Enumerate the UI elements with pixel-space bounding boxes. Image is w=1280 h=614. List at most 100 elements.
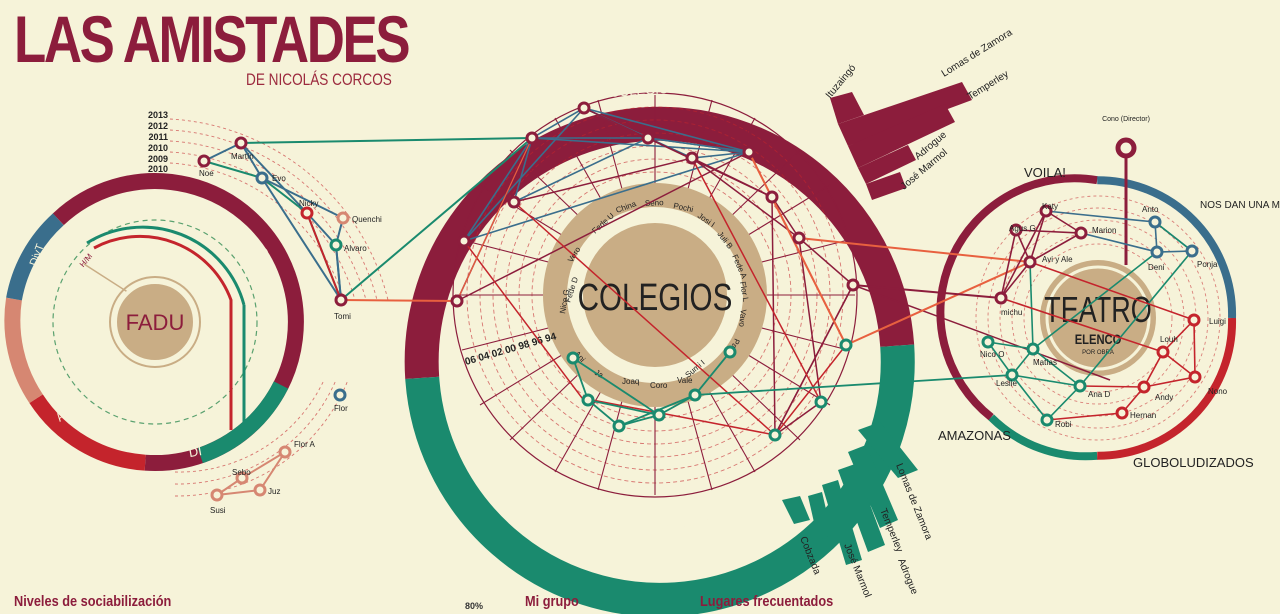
fadu-segment-diys: DiyS [27,304,45,330]
person-node [685,151,699,165]
svg-text:Noe: Noe [199,169,214,178]
person-node [333,388,347,402]
svg-text:Ponja: Ponja [1197,260,1218,269]
svg-text:2012: 2012 [148,121,168,131]
person-node [210,488,224,502]
svg-text:Quenchi: Quenchi [352,215,382,224]
teatro-elenco-label: ELENCO [1075,332,1122,347]
person-node [1185,244,1199,258]
person-node [981,335,995,349]
person-node [1023,255,1037,269]
person-node [1073,379,1087,393]
person-node [235,471,249,485]
svg-text:Flor L: Flor L [738,281,751,303]
svg-text:Ana D: Ana D [1088,390,1110,399]
person-node [234,136,248,150]
group-globoludizados: GLOBOLUDIZADOS [1133,455,1254,470]
svg-text:2010: 2010 [148,164,168,174]
person-node [1137,380,1151,394]
footer-lugares: Lugares frecuentados [700,593,834,610]
svg-text:Sebo: Sebo [232,468,251,477]
person-node [1150,245,1164,259]
person-node [457,234,471,248]
group-voila: VOILA! [1024,165,1066,180]
svg-text:Hernan: Hernan [1130,411,1156,420]
person-node [1040,413,1054,427]
person-node [792,231,806,245]
svg-text:Adrogue: Adrogue [895,557,920,597]
person-node [577,101,591,115]
network-nodes [197,101,1202,502]
svg-text:Flor: Flor [334,404,348,413]
svg-text:Flor A: Flor A [294,440,316,449]
person-node [641,131,655,145]
svg-text:Coro: Coro [650,381,668,390]
svg-text:Alvaro: Alvaro [344,244,367,253]
svg-text:Nico G: Nico G [558,289,571,315]
svg-text:Seno: Seno [645,198,665,208]
svg-text:Lomas de Zamora: Lomas de Zamora [893,462,934,542]
person-node [1039,204,1053,218]
colegio-alfa-label: COLEGIO ALFA [649,509,744,534]
colegios-rings [404,82,972,614]
svg-text:Agus G: Agus G [1009,224,1036,233]
svg-text:Katy: Katy [1042,202,1058,211]
svg-text:Temperley: Temperley [877,507,904,554]
footer-pct: 80% [465,601,484,611]
person-node [1026,342,1040,356]
person-node [300,206,314,220]
teatro-obra-label: POR OBRA [1082,350,1114,356]
fadu-center-label: FADU [126,310,185,335]
person-node [525,131,539,145]
person-node [612,419,626,433]
person-node [581,393,595,407]
person-node [742,145,756,159]
svg-text:Robi: Robi [1055,420,1072,429]
svg-text:Evo: Evo [272,174,286,183]
svg-text:Nono: Nono [1208,387,1228,396]
svg-text:Nico O: Nico O [980,350,1004,359]
person-node [994,291,1008,305]
group-amazonas: AMAZONAS [938,428,1011,443]
footer-grupo: Mi grupo [525,593,579,610]
svg-text:Anto: Anto [1142,205,1159,214]
svg-text:Pochi: Pochi [673,201,695,214]
svg-text:Avi y Ale: Avi y Ale [1042,255,1073,264]
year-labels: 2013 2012 2011 2010 2009 2010 [148,110,168,174]
person-node [688,388,702,402]
colegios-center-label: COLEGIOS [578,277,733,319]
svg-text:Marion: Marion [1092,226,1116,235]
person-node [336,211,350,225]
colegios-years: 06 04 02 00 98 96 94 [464,331,558,368]
people-labels: Noe Martín Evo Nicky Quenchi Alvaro Tomi… [199,152,1228,515]
teatro-rings [936,137,1237,461]
person-node [814,395,828,409]
teatro-center-label: TEATRO [1044,289,1151,330]
page-subtitle: DE NICOLÁS CORCOS [246,70,392,89]
svg-text:Louh: Louh [1160,335,1178,344]
fadu-segment-di: DI [188,443,203,460]
svg-text:2011: 2011 [148,132,168,142]
person-node [1156,345,1170,359]
person-node [723,345,737,359]
svg-text:Vale: Vale [677,376,693,385]
svg-text:michu: michu [1001,308,1022,317]
person-node [765,190,779,204]
person-node [846,278,860,292]
svg-text:Juz: Juz [268,487,280,496]
page-title: LAS AMISTADES [14,2,411,76]
person-node [1148,215,1162,229]
svg-text:Deni: Deni [1148,263,1165,272]
person-node [1188,370,1202,384]
fadu-rings [4,173,304,472]
person-node [1005,368,1019,382]
person-node [768,428,782,442]
svg-text:Nicky: Nicky [299,199,319,208]
person-node [566,351,580,365]
svg-text:Susi: Susi [210,506,226,515]
svg-text:Andy: Andy [1155,393,1173,402]
svg-text:Vavo: Vavo [737,309,748,328]
person-node [1074,226,1088,240]
